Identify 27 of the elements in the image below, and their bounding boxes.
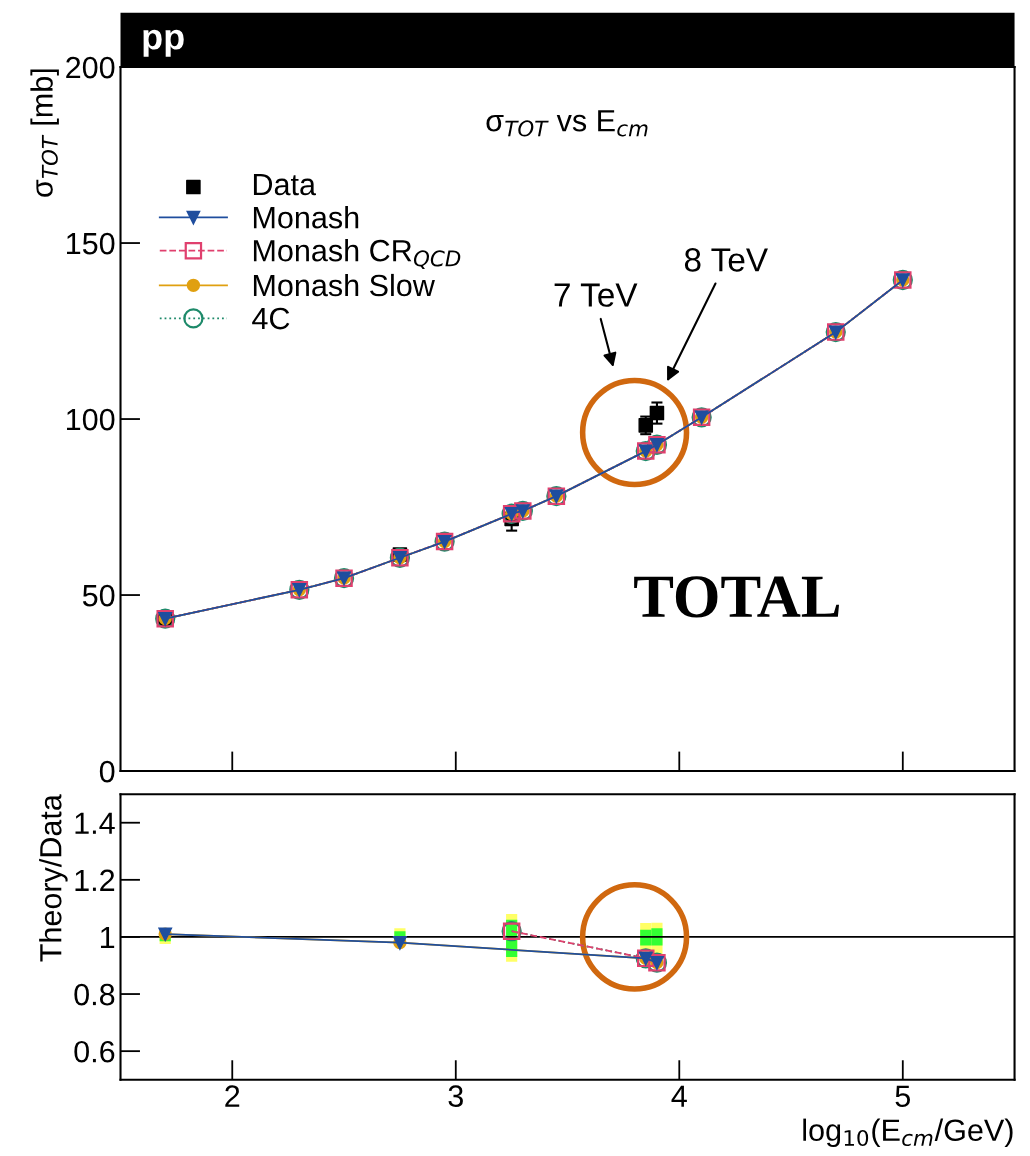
y-axis-title: σ$_{TOT}$ [mb] [30,69,59,197]
y-tick-label: 0.8 [74,983,115,1006]
chart-title: pp [143,29,184,57]
y-tick-label: 1.2 [75,869,115,891]
y-tick-label: 50 [82,584,115,607]
legend-label: Monash Slow [253,273,435,297]
y-tick-label: 1 [100,926,115,949]
legend-label: Monash [253,205,359,229]
x-tick-label: 2 [225,1085,240,1107]
annotation: 8 TeV [684,248,768,272]
legend-label: 4C [252,307,290,330]
legend-label: Monash CR$_{QCD}$ [253,239,461,269]
y-tick-label: 100 [67,408,115,431]
y-axis-title: Theory/Data [39,794,68,962]
annotation: TOTAL [634,576,840,618]
y-tick-label: 1.4 [75,812,115,834]
y-tick-label: 200 [66,56,115,79]
text: σ$_{TOT}$ vs E$_{cm}$ [486,110,648,137]
legend-label: Data [253,174,316,196]
annotation: 7 TeV [554,283,638,307]
x-tick-label: 3 [448,1085,463,1108]
x-tick-label: 4 [671,1085,687,1107]
x-tick-label: 5 [895,1085,911,1108]
y-tick-label: 0.6 [74,1040,115,1063]
x-axis-title: log$_{10}$(E$_{cm}$/GeV) [803,1118,1013,1148]
y-tick-label: 0 [99,760,115,783]
y-tick-label: 150 [67,232,115,255]
